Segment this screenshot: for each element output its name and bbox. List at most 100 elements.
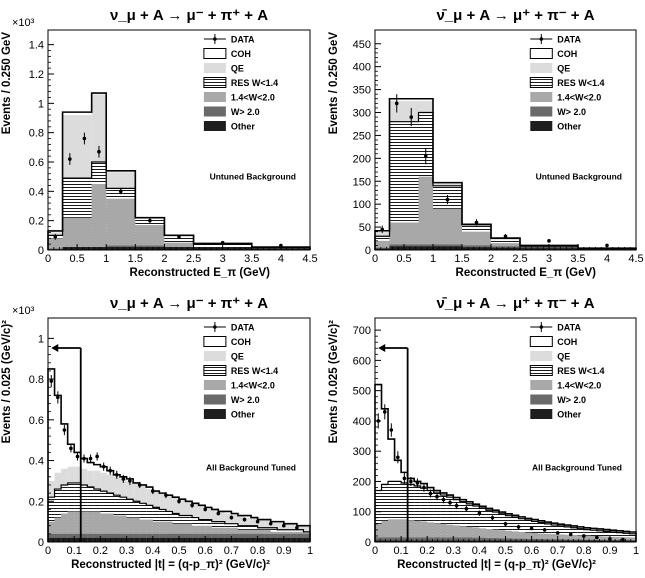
legend-swatch (530, 106, 553, 117)
legend-swatch (203, 380, 226, 390)
x-tick-label: 0.7 (550, 545, 565, 557)
legend-swatch (529, 48, 553, 59)
w-14-20-bar (165, 521, 173, 542)
res-bar (538, 522, 545, 542)
data-point (477, 511, 482, 516)
w-14-20-bar (505, 530, 513, 542)
y-tick-label: 200 (353, 153, 371, 165)
res-bar (544, 523, 552, 542)
legend-label: QE (557, 352, 570, 362)
other-bar (218, 537, 225, 542)
data-point (282, 523, 286, 528)
data-point (423, 154, 428, 158)
other-bar (590, 540, 597, 542)
other-bar (135, 247, 165, 250)
legend-label: Other (231, 122, 256, 132)
w-gt-2-bar (512, 538, 519, 542)
data-point (409, 479, 413, 484)
w-gt-2-bar (531, 538, 539, 542)
legend-swatch (530, 409, 553, 419)
other-bar (198, 537, 206, 542)
data-point (382, 410, 387, 414)
other-bar (453, 540, 460, 542)
other-bar (544, 540, 552, 542)
res-bar (433, 492, 441, 542)
other-bar (381, 540, 389, 542)
y-tick-label: 0.8 (29, 128, 44, 140)
w-14-20-bar (126, 517, 134, 542)
w-14-20-bar (616, 536, 623, 542)
other-bar (394, 540, 402, 542)
w-14-20-bar (91, 184, 107, 250)
data-point (568, 532, 573, 537)
y-tick-label: 700 (353, 325, 371, 337)
w-gt-2-bar (453, 537, 460, 542)
other-bar (192, 537, 199, 542)
data-point (582, 534, 586, 538)
legend-label: W> 2.0 (231, 395, 260, 405)
legend-label: DATA (557, 323, 581, 333)
x-axis-label: Reconstructed E_π (GeV) (130, 267, 271, 279)
other-bar (375, 248, 390, 250)
other-bar (418, 246, 433, 250)
data-point (216, 511, 221, 516)
w-14-20-bar (420, 521, 428, 542)
res-bar (375, 490, 382, 542)
w-14-20-bar (159, 521, 166, 542)
w-14-20-bar (590, 535, 597, 542)
x-axis-label: Reconstructed |t| = (q-p_π)² (GeV/c)² (397, 559, 596, 571)
other-bar (146, 537, 153, 542)
legend-swatch (203, 92, 226, 102)
x-axis-label: Reconstructed |t| = (q-p_π)² (GeV/c)² (71, 559, 270, 571)
legend-label: COH (557, 49, 577, 59)
data-point (53, 235, 58, 239)
cut-arrow-head (378, 344, 386, 352)
w-14-20-bar (61, 513, 68, 542)
other-bar (159, 537, 166, 542)
legend-label: COH (557, 337, 577, 347)
data-point (376, 419, 381, 423)
other-bar (231, 537, 238, 542)
x-tick-label: 0.5 (498, 545, 513, 557)
w-gt-2-bar (525, 538, 532, 542)
data-point (464, 506, 469, 511)
res-bar (414, 486, 421, 542)
legend-label: 1.4<W<2.0 (557, 381, 601, 391)
other-bar (570, 540, 578, 542)
data-point (454, 503, 459, 508)
other-bar (87, 537, 94, 542)
stacked-histogram (47, 368, 311, 542)
w-gt-2-bar (538, 538, 545, 542)
coh-bar (54, 395, 62, 542)
res-bar (525, 520, 532, 542)
w-gt-2-bar (388, 537, 395, 542)
w-14-20-bar (564, 534, 571, 542)
w-14-20-bar (485, 528, 493, 542)
other-bar (251, 537, 258, 542)
legend-swatch (203, 106, 226, 117)
res-bar (472, 505, 480, 542)
legend-swatch (530, 92, 553, 102)
background-annotation: Untuned Background (210, 172, 296, 182)
w-14-20-bar (479, 528, 486, 542)
y-tick-label: 600 (353, 355, 371, 367)
x-tick-label: 0 (45, 253, 51, 265)
res-bar (446, 497, 454, 542)
x-tick-label: 0 (45, 545, 51, 557)
y-tick-label: 300 (353, 108, 371, 120)
plot-frame (47, 29, 311, 251)
y-tick-label: 50 (359, 222, 371, 234)
data-point (542, 528, 547, 532)
other-bar (531, 540, 539, 542)
legend-data-marker (213, 37, 217, 41)
legend-swatch (530, 380, 553, 390)
x-tick-label: 0.9 (602, 545, 617, 557)
other-bar (512, 540, 519, 542)
data-point (164, 493, 168, 497)
data-point (441, 497, 446, 502)
data-point (516, 525, 521, 529)
data-point (268, 521, 273, 526)
y-tick-label: 0 (38, 537, 44, 549)
data-point (128, 479, 132, 483)
data-point (529, 526, 534, 531)
